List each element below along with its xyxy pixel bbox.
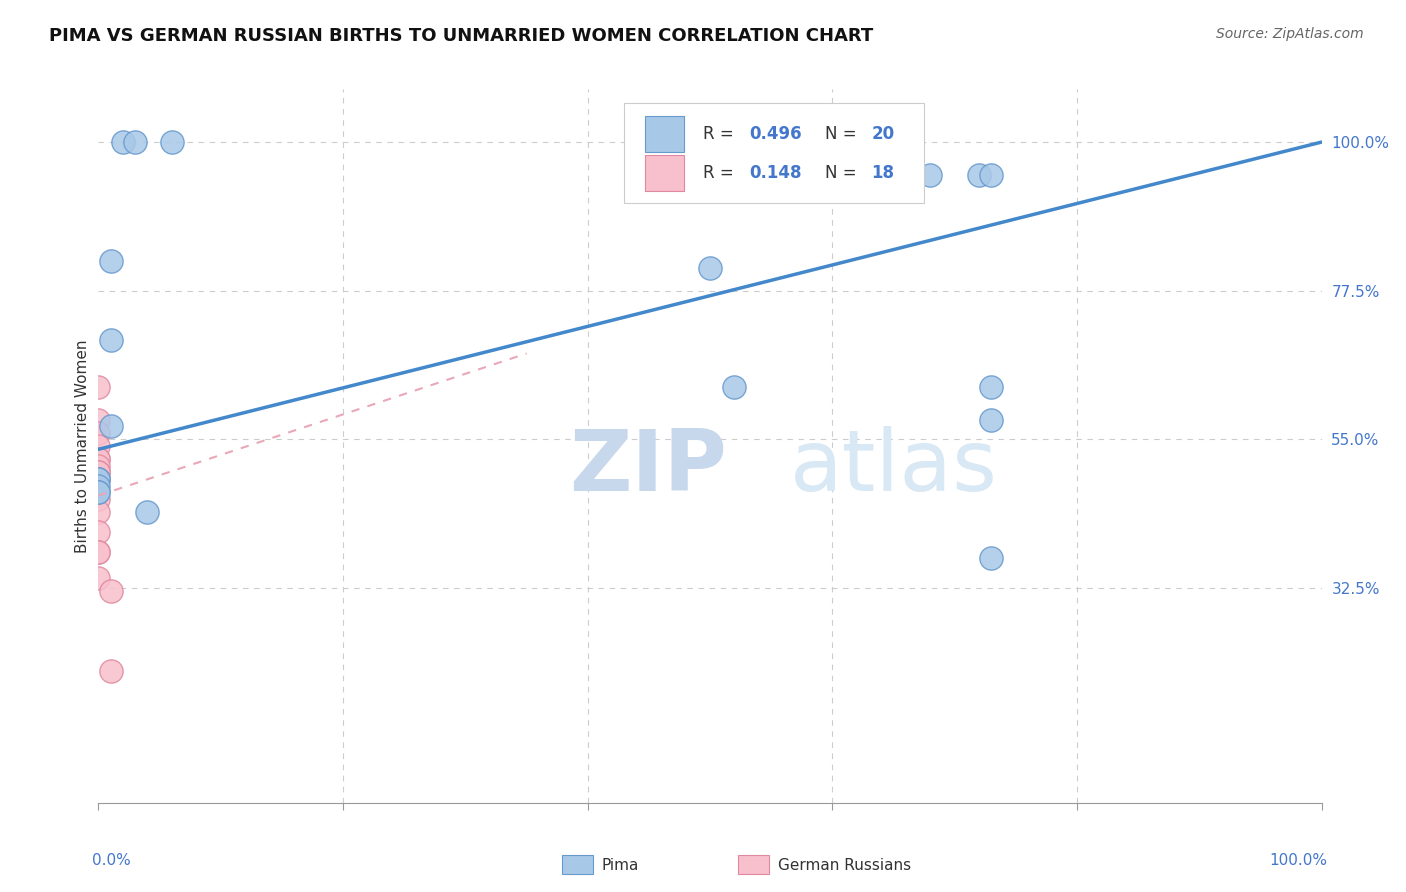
Point bbox=[87, 478, 110, 492]
FancyBboxPatch shape bbox=[645, 155, 685, 191]
Point bbox=[111, 135, 134, 149]
Point bbox=[160, 135, 183, 149]
Text: N =: N = bbox=[825, 125, 862, 143]
Point bbox=[87, 452, 110, 467]
Point bbox=[87, 524, 110, 539]
Y-axis label: Births to Unmarried Women: Births to Unmarried Women bbox=[75, 339, 90, 553]
Text: R =: R = bbox=[703, 125, 738, 143]
Text: Source: ZipAtlas.com: Source: ZipAtlas.com bbox=[1216, 27, 1364, 41]
Point bbox=[87, 491, 110, 506]
Point bbox=[100, 419, 122, 434]
Point bbox=[87, 425, 110, 440]
Point bbox=[87, 545, 110, 559]
Point bbox=[87, 485, 110, 500]
Point bbox=[699, 260, 721, 275]
Text: R =: R = bbox=[703, 164, 738, 182]
Point bbox=[136, 505, 159, 519]
Point bbox=[87, 412, 110, 426]
Point bbox=[124, 135, 146, 149]
Point bbox=[920, 168, 942, 182]
Point bbox=[980, 379, 1002, 393]
Point bbox=[980, 551, 1002, 566]
Text: 0.148: 0.148 bbox=[749, 164, 801, 182]
FancyBboxPatch shape bbox=[624, 103, 924, 203]
Point bbox=[100, 584, 122, 599]
Text: German Russians: German Russians bbox=[778, 858, 911, 872]
Text: 18: 18 bbox=[872, 164, 894, 182]
Point bbox=[87, 452, 110, 467]
Point bbox=[87, 505, 110, 519]
Point bbox=[87, 466, 110, 480]
Point bbox=[87, 485, 110, 500]
Point bbox=[87, 545, 110, 559]
Point bbox=[980, 412, 1002, 426]
Point bbox=[87, 379, 110, 393]
Point bbox=[967, 168, 990, 182]
Point bbox=[87, 472, 110, 486]
FancyBboxPatch shape bbox=[645, 116, 685, 152]
Text: atlas: atlas bbox=[790, 425, 997, 509]
Point bbox=[100, 333, 122, 347]
Text: 100.0%: 100.0% bbox=[1270, 853, 1327, 868]
Point bbox=[100, 664, 122, 678]
Point bbox=[87, 466, 110, 480]
Point bbox=[87, 472, 110, 486]
Point bbox=[87, 571, 110, 585]
Point bbox=[87, 472, 110, 486]
Text: 0.0%: 0.0% bbox=[93, 853, 131, 868]
Text: 0.496: 0.496 bbox=[749, 125, 801, 143]
Text: Pima: Pima bbox=[602, 858, 640, 872]
Text: 20: 20 bbox=[872, 125, 894, 143]
Point bbox=[87, 458, 110, 473]
Point bbox=[723, 379, 745, 393]
Text: N =: N = bbox=[825, 164, 862, 182]
Text: PIMA VS GERMAN RUSSIAN BIRTHS TO UNMARRIED WOMEN CORRELATION CHART: PIMA VS GERMAN RUSSIAN BIRTHS TO UNMARRI… bbox=[49, 27, 873, 45]
Point bbox=[87, 439, 110, 453]
Text: ZIP: ZIP bbox=[569, 425, 727, 509]
Point bbox=[980, 168, 1002, 182]
Point bbox=[100, 254, 122, 268]
